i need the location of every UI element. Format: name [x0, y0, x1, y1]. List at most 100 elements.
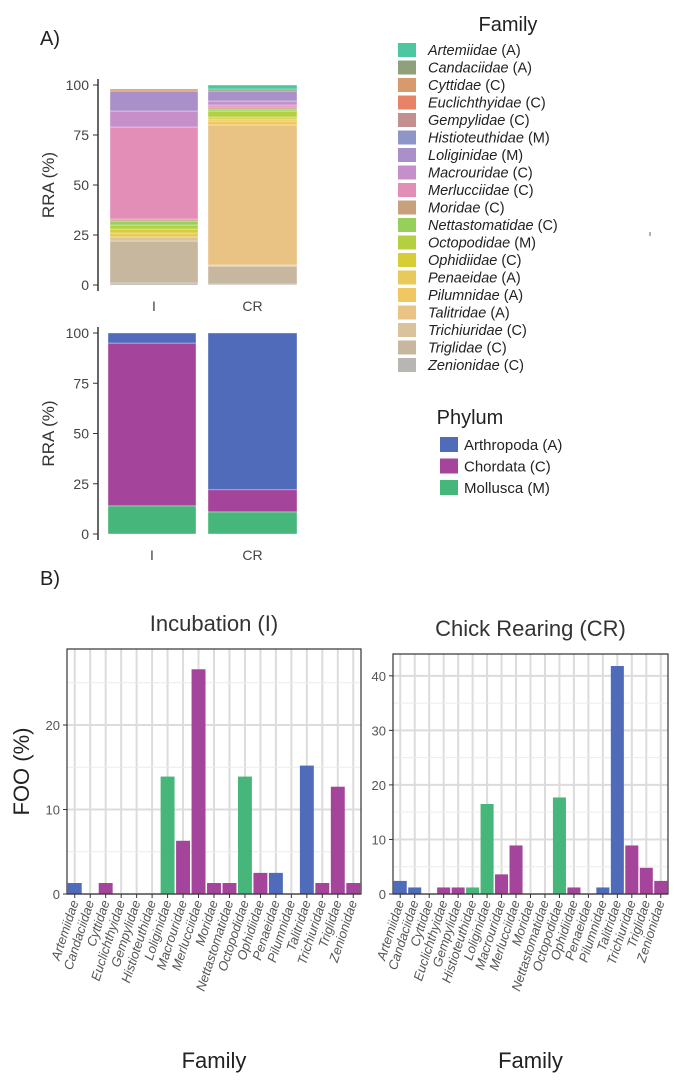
- legend-label: Ophidiidae (C): [428, 253, 522, 269]
- legend-label-code: (A): [486, 306, 509, 322]
- legend-label-name: Pilumnidae: [428, 288, 500, 304]
- bar-segment-trichiuridae-i: [109, 236, 199, 242]
- legend-label-code: (C): [480, 201, 504, 217]
- legend-label: Macrouridae (C): [428, 166, 533, 182]
- y-tick-label: 10: [372, 832, 386, 847]
- panel-label-a: A): [40, 28, 60, 50]
- legend-label-name: Triglidae: [428, 341, 483, 357]
- legend-label-code: (C): [497, 253, 521, 269]
- bar-segment-moridae-cr: [207, 106, 298, 110]
- bar-trichiuridae: [625, 845, 639, 894]
- chart-rra-family: 0 25 50 75 100 RRA (%) I CR: [39, 77, 298, 314]
- legend-swatch-talitridae: [398, 305, 416, 320]
- legend-label: Mollusca (M): [464, 480, 550, 497]
- legend-swatch-zenionidae: [398, 358, 416, 372]
- legend-label-code: (A): [509, 61, 532, 77]
- bar-segment-ophidiidae-cr: [207, 116, 298, 120]
- y-tick-label: 40: [372, 669, 386, 684]
- legend-label-code: (C): [481, 78, 505, 94]
- bar-histioteuthidae: [466, 887, 480, 894]
- legend-label: Histioteuthidae (M): [428, 131, 550, 147]
- bar-ophidiidae: [253, 872, 268, 894]
- legend-label-name: Talitridae: [428, 306, 486, 322]
- chart-title: Chick Rearing (CR): [435, 616, 626, 641]
- legend-label-code: (C): [500, 358, 524, 374]
- legend-label-name: Cyttidae: [428, 78, 481, 94]
- legend-label: Trichiuridae (C): [428, 323, 527, 339]
- bar-segment-macrouridae-i: [109, 110, 199, 128]
- legend-label-name: Nettastomatidae: [428, 218, 534, 234]
- y-tick-label: 20: [372, 778, 386, 793]
- legend-label: Pilumnidae (A): [428, 288, 523, 304]
- y-tick-label: 100: [66, 77, 90, 93]
- legend-label: Candaciidae (A): [428, 61, 532, 77]
- bar-segment-penaeidae-i: [109, 232, 199, 238]
- bar-artemiidae: [393, 880, 407, 894]
- bar-segment-talitridae-cr: [207, 124, 298, 266]
- legend-label-code: (C): [503, 323, 527, 339]
- bar-segment-penaeidae-cr: [207, 118, 298, 122]
- bar-penaeidae: [268, 872, 283, 894]
- x-axis-label: Family: [498, 1048, 563, 1073]
- y-axis-label: RRA (%): [39, 400, 58, 466]
- bar-segment-arthropoda-cr: [207, 332, 298, 491]
- x-tick-label: CR: [242, 547, 262, 563]
- y-tick-label: 75: [73, 375, 89, 391]
- chart-rra-phylum: 0 25 50 75 100 RRA (%) I CR: [39, 325, 298, 563]
- legend-swatch-pilumnidae: [398, 288, 416, 302]
- legend-swatch-loliginidae: [398, 148, 416, 162]
- bar-zenionidae: [654, 880, 668, 894]
- legend-label-name: Merlucciidae: [428, 183, 509, 199]
- chart-title: Incubation (I): [150, 611, 278, 636]
- legend-label: Cyttidae (C): [428, 78, 505, 94]
- bar-artemiidae: [67, 883, 82, 894]
- legend-swatch-triglidae: [398, 340, 416, 355]
- legend-label-name: Zenionidae: [427, 358, 500, 374]
- legend-label-name: Gempylidae: [428, 113, 505, 129]
- bar-segment-octopodidae-cr: [207, 110, 298, 118]
- bar-gempylidae: [451, 887, 465, 894]
- y-tick-label: 30: [372, 723, 386, 738]
- legend-label-code: (M): [524, 131, 550, 147]
- bar-segment-chordata-cr: [207, 489, 298, 513]
- legend-label: Euclichthyidae (C): [428, 96, 546, 112]
- bar-segment-chordata-i: [107, 342, 197, 507]
- y-tick-label: 50: [73, 426, 89, 442]
- bar-segment-arthropoda-i: [107, 332, 197, 344]
- bar-segment-triglidae-cr: [207, 265, 298, 285]
- bar-segment-mollusca-cr: [207, 511, 298, 535]
- legend-swatch-penaeidae: [398, 270, 416, 285]
- legend-label-name: Artemiidae: [427, 43, 497, 59]
- y-tick-label: 0: [81, 526, 89, 542]
- legend-swatch-ophidiidae: [398, 253, 416, 267]
- bar-merlucciidae: [509, 845, 523, 894]
- legend-swatch-macrouridae: [398, 165, 416, 180]
- legend-label-code: (M): [510, 236, 536, 252]
- bar-segment-loliginidae-i: [109, 90, 199, 112]
- legend-label-code: (C): [522, 96, 546, 112]
- legend-swatch-nettastomatidae: [398, 218, 416, 232]
- legend-swatch-moridae: [398, 200, 416, 215]
- legend-label-name: Penaeidae: [428, 271, 497, 287]
- y-tick-label: 0: [81, 277, 89, 293]
- panel-a: A): [40, 28, 60, 50]
- y-axis-label: RRA (%): [39, 152, 58, 218]
- bar-trichiuridae: [315, 883, 330, 894]
- bar-segment-moridae-i: [109, 218, 199, 222]
- bar-moridae: [207, 883, 221, 894]
- legend-label-code: (A): [497, 271, 520, 287]
- y-tick-label: 0: [379, 887, 386, 902]
- bar-candaciidae: [408, 887, 422, 894]
- legend-label: Nettastomatidae (C): [428, 218, 558, 234]
- bar-octopodidae: [552, 797, 566, 894]
- legend-swatch-arthropoda: [440, 437, 458, 452]
- bar-segment-octopodidae-i: [109, 224, 199, 230]
- bar-segment-merlucciidae-i: [109, 126, 199, 220]
- bar-cyttidae: [98, 883, 113, 894]
- legend-swatch-gempylidae: [398, 113, 416, 127]
- x-axis-label: Family: [182, 1048, 247, 1073]
- bar-merlucciidae: [191, 669, 206, 894]
- bar-segment-ophidiidae-i: [109, 228, 199, 234]
- bar-triglidae: [330, 786, 345, 894]
